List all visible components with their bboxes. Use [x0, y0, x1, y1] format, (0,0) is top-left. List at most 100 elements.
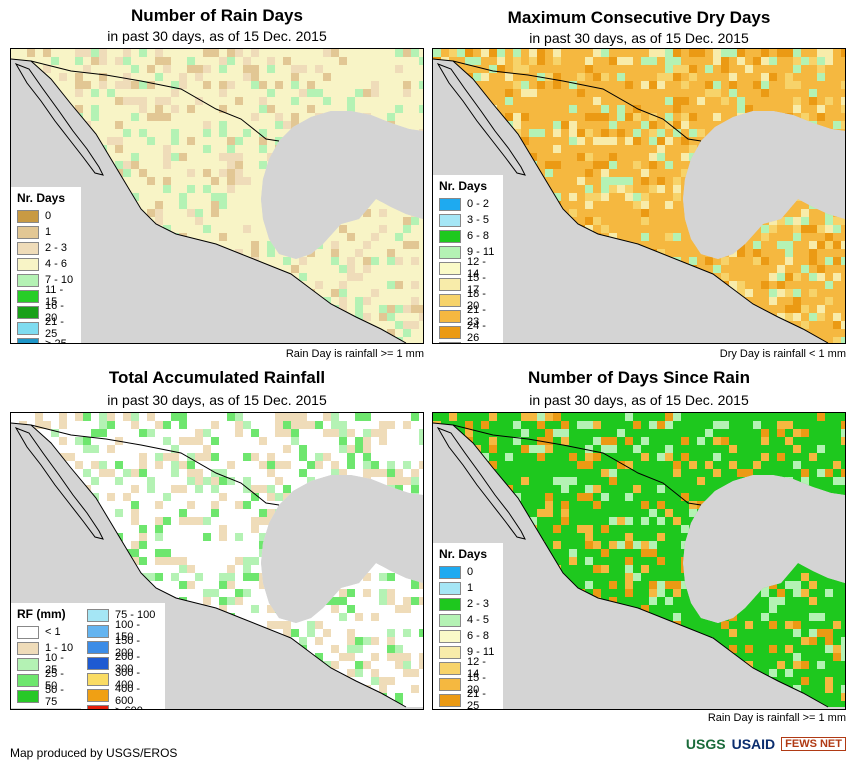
legend-swatch [87, 624, 109, 638]
legend-label: 9 - 11 [467, 646, 495, 658]
legend-item: 25 - 50 [17, 668, 75, 692]
legend-item: 18 - 20 [439, 288, 497, 312]
legend-label: 12 - 14 [467, 656, 486, 680]
legend-secondary: 75 - 100 100 - 150 150 - 200 200 - 300 300 -… [81, 603, 165, 709]
legend-item: > 600 [87, 703, 159, 709]
legend-item: 6 - 8 [439, 228, 497, 244]
gulf-of-mexico [683, 475, 845, 623]
legend-label: 200 - 300 [115, 651, 141, 675]
panel-title: Maximum Consecutive Dry Days [507, 8, 771, 27]
legend-label: 1 - 10 [45, 642, 74, 654]
legend-swatch [439, 597, 461, 611]
legend-swatch [439, 229, 461, 243]
legend-swatch [17, 625, 39, 639]
legend-swatch [439, 613, 461, 627]
legend-swatch [17, 673, 39, 687]
map-total-rainfall: RF (mm) < 1 1 - 10 10 - 25 25 - 50 50 - 75 7… [10, 412, 424, 710]
legend-label: 15 - 20 [467, 672, 486, 696]
legend-item: 0 [439, 564, 497, 580]
panel-title: Number of Rain Days [131, 6, 303, 25]
legend-label: 7 - 10 [45, 274, 74, 286]
legend-label: 16 - 20 [45, 300, 64, 324]
legend-swatch [439, 261, 461, 275]
legend-title: RF (mm) [17, 607, 66, 621]
legend-title: Nr. Days [17, 191, 66, 205]
legend-item: 9 - 11 [439, 244, 497, 260]
legend-swatch [439, 293, 461, 307]
legend-item: 3 - 5 [439, 212, 497, 228]
legend-swatch [87, 608, 109, 622]
legend-item: < 1 [17, 624, 75, 640]
legend-item: 9 - 11 [439, 644, 497, 660]
legend-swatch [17, 241, 39, 255]
us-mexico-border [452, 424, 702, 506]
legend-swatch [439, 629, 461, 643]
legend-label: 1 [45, 226, 52, 238]
legend-label: 150 - 200 [115, 635, 141, 659]
legend-label: 3 - 5 [467, 214, 490, 226]
legend-label: 0 [45, 210, 52, 222]
legend-swatch [17, 321, 39, 335]
pacific-coastline [433, 422, 829, 708]
legend-label: 9 - 11 [467, 246, 495, 258]
legend-label: 50 - 75 [45, 684, 64, 708]
map-canvas [11, 49, 423, 343]
legend-swatch [439, 693, 461, 707]
legend-label: 6 - 8 [467, 230, 490, 242]
legend-item: 7 - 10 [17, 272, 75, 288]
legend-swatch [17, 337, 39, 343]
legend-item: 21 - 25 [439, 688, 497, 709]
legend-swatch [439, 565, 461, 579]
map-days-since-rain: Nr. Days 0 1 2 - 3 4 - 5 6 - 8 9 - 11 12 - 14 1… [432, 412, 846, 710]
baja-outline [436, 63, 526, 176]
fews-net-logo: FEWS NET [781, 737, 846, 751]
legend-swatch [439, 277, 461, 291]
legend-item: 15 - 17 [439, 272, 497, 296]
legend-item: 300 - 400 [87, 667, 159, 691]
legend-swatch [87, 672, 109, 686]
panel-rain-days: Number of Rain Days in past 30 days, as … [10, 0, 424, 364]
legend-label: > 600 [115, 705, 143, 709]
legend-swatch [439, 213, 461, 227]
legend-swatch [439, 581, 461, 595]
legend-item: 200 - 300 [87, 651, 159, 675]
panel-subtitle: in past 30 days, as of 15 Dec. 2015 [107, 392, 327, 408]
legend-item: 50 - 75 [17, 684, 75, 708]
legend-swatch [17, 257, 39, 271]
legend-label: 2 - 3 [45, 242, 68, 254]
pacific-coastline [11, 422, 407, 708]
gulf-of-mexico [683, 111, 845, 259]
legend-item: 400 - 600 [87, 683, 159, 707]
legend-label: 11 - 15 [45, 284, 64, 308]
legend: RF (mm) < 1 1 - 10 10 - 25 25 - 50 50 - 75 [11, 603, 81, 708]
pacific-coastline [433, 58, 829, 343]
baja-outline [14, 427, 104, 540]
legend-swatch [17, 641, 39, 655]
legend-label: > 26 [467, 342, 489, 343]
legend-label: > 25 [45, 338, 67, 344]
legend-label: 21 - 23 [467, 304, 486, 328]
legend-label: 100 - 150 [115, 619, 141, 643]
legend-swatch [87, 688, 109, 702]
us-mexico-border [452, 60, 702, 142]
legend-item: 12 - 14 [439, 256, 497, 280]
legend-item: 2 - 3 [439, 596, 497, 612]
legend-swatch [17, 305, 39, 319]
usgs-logo: USGS [685, 736, 726, 752]
legend-label: 10 - 25 [45, 652, 64, 676]
legend-item: > 26 [439, 340, 497, 343]
legend-swatch [17, 209, 39, 223]
legend-title: Nr. Days [439, 547, 488, 561]
legend-swatch [87, 640, 109, 654]
credit-text: Map produced by USGS/EROS [10, 746, 178, 760]
legend-label: 21 - 25 [467, 688, 486, 710]
panel-title: Total Accumulated Rainfall [108, 368, 326, 387]
legend-swatch [439, 325, 461, 339]
us-mexico-border [30, 424, 280, 506]
legend: Nr. Days 0 1 2 - 3 4 - 6 7 - 10 11 - 15 16 - 2… [11, 187, 81, 344]
panel-subtitle: in past 30 days, as of 15 Dec. 2015 [529, 30, 749, 46]
legend-item: 12 - 14 [439, 656, 497, 680]
legend-label: 6 - 8 [467, 630, 490, 642]
legend-item: 4 - 5 [439, 612, 497, 628]
us-mexico-border [30, 60, 280, 142]
